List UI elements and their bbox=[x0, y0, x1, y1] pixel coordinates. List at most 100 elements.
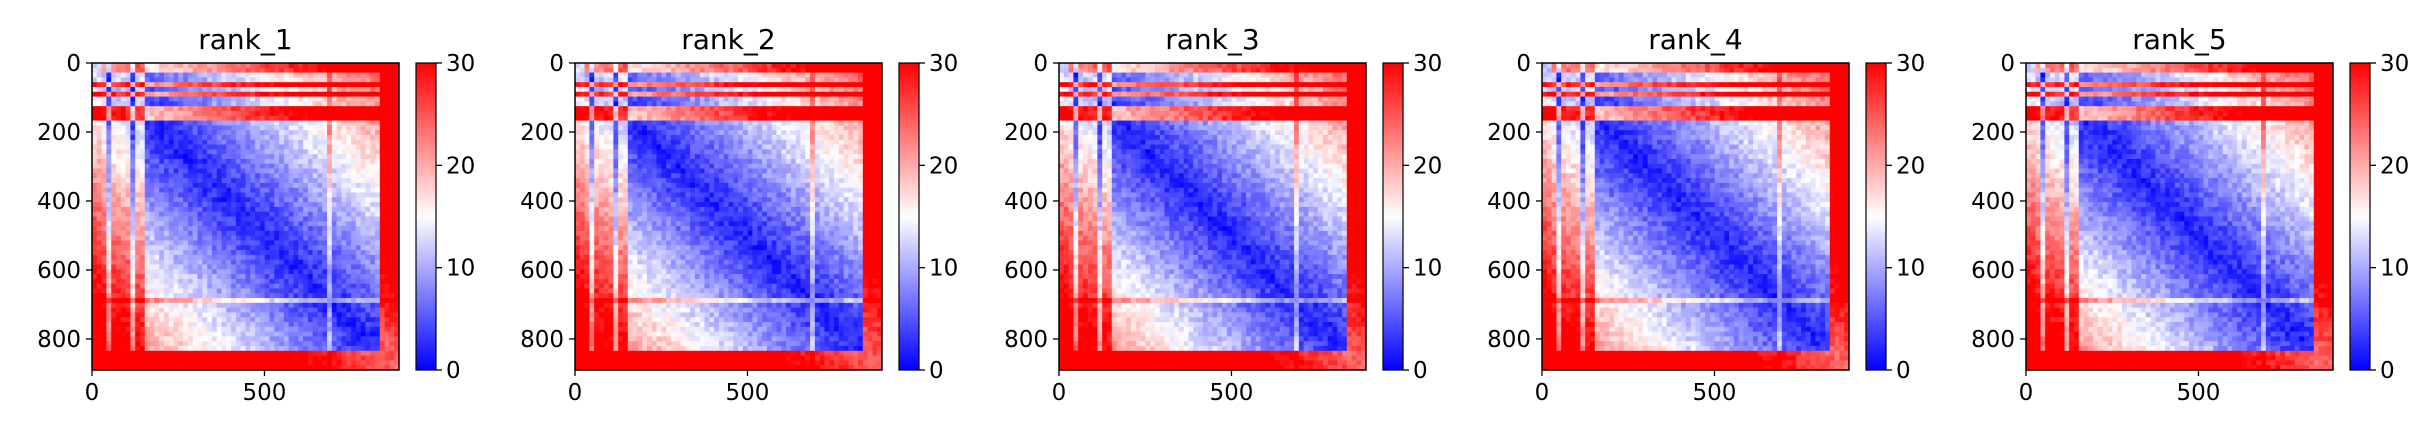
heatmap-cell bbox=[747, 63, 753, 69]
heatmap-cell bbox=[370, 110, 376, 117]
heatmap-cell bbox=[379, 250, 386, 256]
heatmap-cell bbox=[312, 96, 318, 102]
heatmap-cell bbox=[168, 360, 175, 366]
heatmap-cell bbox=[752, 77, 758, 83]
heatmap-cell bbox=[389, 211, 395, 217]
heatmap-cell bbox=[283, 173, 290, 179]
heatmap-cell bbox=[661, 91, 667, 98]
heatmap-cell bbox=[766, 86, 773, 93]
heatmap-cell bbox=[240, 187, 246, 194]
heatmap-cell bbox=[651, 77, 658, 83]
heatmap-cell bbox=[115, 120, 122, 126]
heatmap-cell bbox=[598, 110, 605, 117]
heatmap-cell bbox=[178, 221, 184, 227]
heatmap-cell bbox=[115, 82, 122, 88]
heatmap-cell bbox=[245, 230, 251, 237]
heatmap-cell bbox=[207, 336, 213, 342]
heatmap-cell bbox=[370, 101, 376, 107]
heatmap-cell bbox=[255, 259, 261, 265]
heatmap-cell bbox=[168, 226, 175, 232]
heatmap-cell bbox=[312, 182, 318, 189]
heatmap-cell bbox=[307, 163, 314, 170]
heatmap-cell bbox=[187, 235, 194, 241]
heatmap-cell bbox=[168, 130, 175, 136]
heatmap-cell bbox=[312, 336, 318, 342]
heatmap-cell bbox=[111, 302, 117, 309]
heatmap-cell bbox=[298, 106, 304, 112]
heatmap-cell bbox=[216, 355, 223, 361]
heatmap-cell bbox=[125, 269, 131, 275]
heatmap-cell bbox=[154, 182, 160, 189]
heatmap-cell bbox=[389, 67, 395, 74]
heatmap-cell bbox=[240, 182, 246, 189]
heatmap-cell bbox=[159, 283, 165, 289]
heatmap-cell bbox=[106, 192, 112, 198]
heatmap-cell bbox=[651, 86, 658, 93]
heatmap-cell bbox=[255, 269, 261, 275]
heatmap-cell bbox=[714, 115, 720, 122]
heatmap-cell bbox=[231, 163, 237, 170]
heatmap-cell bbox=[154, 91, 160, 98]
heatmap-cell bbox=[187, 154, 194, 160]
heatmap-cell bbox=[283, 91, 290, 98]
heatmap-cell bbox=[298, 178, 304, 184]
heatmap-cell bbox=[355, 317, 362, 323]
heatmap-cell bbox=[149, 317, 155, 323]
heatmap-cell bbox=[709, 110, 715, 117]
heatmap-cell bbox=[575, 96, 581, 102]
heatmap-cell bbox=[370, 346, 376, 352]
heatmap-cell bbox=[235, 77, 242, 83]
heatmap-cell bbox=[288, 202, 294, 208]
heatmap-cell bbox=[274, 110, 280, 117]
heatmap-cell bbox=[139, 120, 146, 126]
heatmap-cell bbox=[877, 96, 883, 102]
heatmap-cell bbox=[632, 77, 638, 83]
heatmap-cell bbox=[375, 134, 381, 141]
heatmap-cell bbox=[264, 298, 270, 304]
heatmap-cell bbox=[168, 77, 175, 83]
heatmap-cell bbox=[192, 211, 199, 217]
heatmap-cell bbox=[786, 72, 792, 78]
heatmap-cell bbox=[231, 230, 237, 237]
heatmap-cell bbox=[139, 182, 146, 189]
heatmap-cell bbox=[379, 331, 386, 337]
heatmap-cell bbox=[216, 283, 223, 289]
heatmap-cell bbox=[394, 278, 400, 285]
heatmap-cell bbox=[379, 274, 386, 280]
heatmap-cell bbox=[389, 202, 395, 208]
heatmap-cell bbox=[106, 106, 112, 112]
heatmap-cell bbox=[327, 110, 333, 117]
heatmap-cell bbox=[365, 221, 371, 227]
heatmap-cell bbox=[666, 115, 672, 122]
heatmap-cell bbox=[336, 254, 342, 261]
heatmap-cell bbox=[351, 269, 357, 275]
heatmap-cell bbox=[221, 63, 227, 69]
heatmap-cell bbox=[288, 173, 294, 179]
heatmap-cell bbox=[303, 178, 309, 184]
heatmap-cell bbox=[312, 293, 318, 299]
heatmap-cell bbox=[211, 187, 218, 194]
heatmap-cell bbox=[235, 216, 242, 222]
heatmap-cell bbox=[288, 125, 294, 131]
heatmap-cell bbox=[594, 63, 600, 69]
heatmap-cell bbox=[159, 139, 165, 146]
heatmap-cell bbox=[240, 211, 246, 217]
heatmap-cell bbox=[613, 101, 619, 107]
heatmap-cell bbox=[365, 312, 371, 318]
heatmap-cell bbox=[255, 274, 261, 280]
heatmap-cell bbox=[92, 226, 98, 232]
heatmap-cell bbox=[144, 178, 151, 184]
heatmap-cell bbox=[838, 67, 845, 74]
heatmap-cell bbox=[269, 336, 275, 342]
heatmap-cell bbox=[178, 326, 184, 333]
heatmap-cell bbox=[245, 302, 251, 309]
heatmap-cell bbox=[120, 187, 127, 194]
heatmap-cell bbox=[327, 115, 333, 122]
heatmap-cell bbox=[307, 264, 314, 270]
heatmap-cell bbox=[163, 168, 170, 174]
heatmap-cell bbox=[111, 365, 117, 371]
heatmap-cell bbox=[178, 336, 184, 342]
heatmap-cell bbox=[714, 91, 720, 98]
heatmap-cell bbox=[159, 187, 165, 194]
heatmap-cell bbox=[810, 120, 816, 126]
